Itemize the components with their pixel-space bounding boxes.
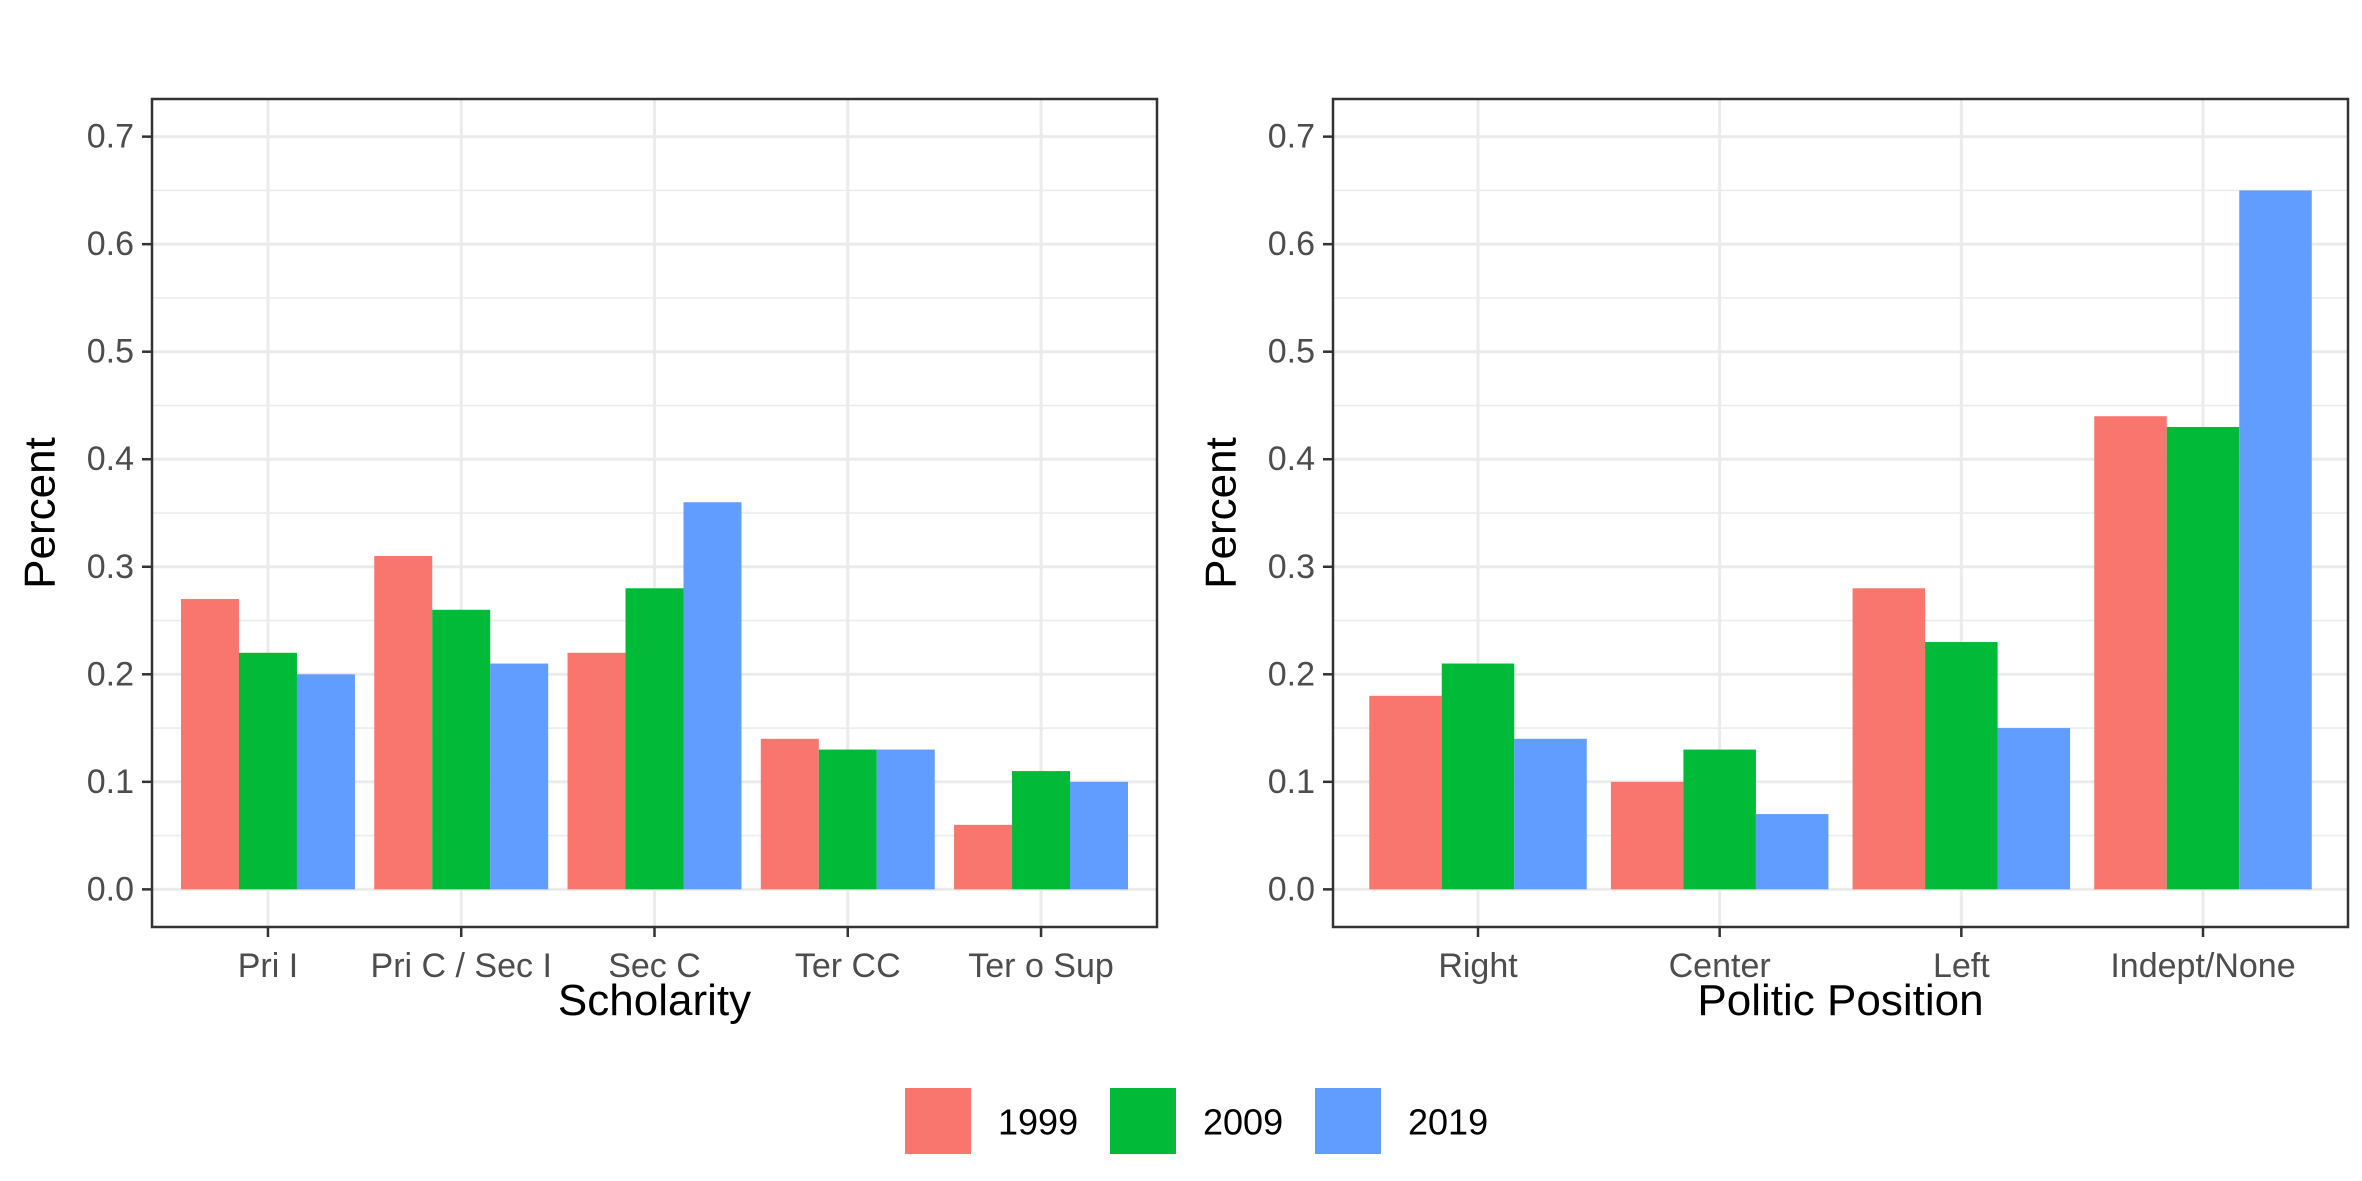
- bar-indept-none-2019: [2239, 190, 2312, 890]
- y-tick-label: 0.0: [87, 870, 134, 908]
- x-tick-label-ter-o-sup: Ter o Sup: [968, 947, 1114, 985]
- y-tick-label: 0.2: [1268, 655, 1315, 693]
- legend-label-1999: 1999: [998, 1102, 1078, 1143]
- x-axis-title: Politic Position: [1697, 976, 1983, 1025]
- bar-indept-none-1999: [2094, 416, 2167, 890]
- bar-pri-i-2019: [296, 674, 355, 890]
- y-tick-label: 0.0: [1268, 870, 1315, 908]
- legend-swatch-1999: [905, 1088, 971, 1154]
- x-tick-label-right: Right: [1438, 947, 1518, 985]
- y-tick-label: 0.1: [87, 763, 134, 801]
- bar-sec-c-1999: [567, 652, 626, 890]
- x-tick-label-pri-i: Pri I: [238, 947, 298, 985]
- y-tick-label: 0.3: [87, 548, 134, 586]
- x-axis-title: Scholarity: [558, 976, 751, 1025]
- y-tick-label: 0.4: [87, 440, 134, 478]
- x-tick-label-sec-c: Sec C: [608, 947, 701, 985]
- y-tick-label: 0.7: [87, 118, 134, 156]
- y-tick-label: 0.6: [87, 225, 134, 263]
- y-axis-title: Percent: [16, 437, 65, 589]
- bar-right-1999: [1369, 695, 1442, 890]
- bar-pri-i-2009: [238, 652, 297, 890]
- legend-label-2009: 2009: [1203, 1102, 1283, 1143]
- bar-ter-cc-1999: [760, 738, 819, 890]
- bar-left-2009: [1925, 642, 1998, 890]
- bar-ter-cc-2019: [876, 749, 935, 890]
- bar-ter-cc-2009: [818, 749, 877, 890]
- y-tick-label: 0.2: [87, 655, 134, 693]
- x-tick-label-ter-cc: Ter CC: [795, 947, 901, 985]
- bar-indept-none-2009: [2166, 426, 2240, 890]
- bar-right-2009: [1441, 663, 1515, 890]
- politic-position-panel: 0.0 0.1 0.2 0.3 0.4 0.5 0.6 0.7 Right Center Left I…: [1197, 97, 2350, 1025]
- y-tick-label: 0.5: [87, 333, 134, 371]
- bar-ter-o-sup-2009: [1012, 771, 1071, 890]
- y-tick-label: 0.7: [1268, 118, 1315, 156]
- bar-left-2019: [1997, 728, 2071, 890]
- y-tick-label: 0.1: [1268, 763, 1315, 801]
- bar-pri-i-1999: [180, 599, 239, 890]
- bar-right-2019: [1514, 738, 1587, 890]
- bar-pri-c-sec-i-1999: [374, 556, 433, 890]
- scholarity-panel: 0.0 0.1 0.2 0.3 0.4 0.5 0.6 0.7 Pri I Pri C / Sec…: [16, 97, 1159, 1025]
- bar-center-2009: [1683, 749, 1756, 890]
- bar-ter-o-sup-1999: [954, 824, 1013, 890]
- x-tick-label-indept-none: Indept/None: [2110, 947, 2295, 985]
- legend-swatch-2019: [1315, 1088, 1381, 1154]
- x-tick-label-center: Center: [1669, 947, 1771, 985]
- bar-pri-c-sec-i-2009: [432, 609, 491, 890]
- x-tick-label-pri-c-sec-i: Pri C / Sec I: [371, 947, 552, 985]
- bar-left-1999: [1852, 588, 1926, 890]
- x-tick-label-left: Left: [1933, 947, 1990, 985]
- legend: 1999 2009 2019: [905, 1088, 1488, 1154]
- bar-center-2019: [1755, 814, 1829, 890]
- bar-sec-c-2009: [625, 588, 684, 890]
- bar-center-1999: [1610, 781, 1684, 890]
- legend-swatch-2009: [1110, 1088, 1176, 1154]
- y-tick-label: 0.4: [1268, 440, 1315, 478]
- y-axis-title: Percent: [1197, 437, 1246, 589]
- bar-sec-c-2019: [683, 502, 742, 890]
- legend-label-2019: 2019: [1408, 1102, 1488, 1143]
- y-tick-label: 0.6: [1268, 225, 1315, 263]
- y-tick-label: 0.5: [1268, 333, 1315, 371]
- y-tick-label: 0.3: [1268, 548, 1315, 586]
- bar-pri-c-sec-i-2019: [490, 663, 549, 890]
- panel-border: [1331, 97, 2350, 929]
- bar-ter-o-sup-2019: [1070, 781, 1129, 890]
